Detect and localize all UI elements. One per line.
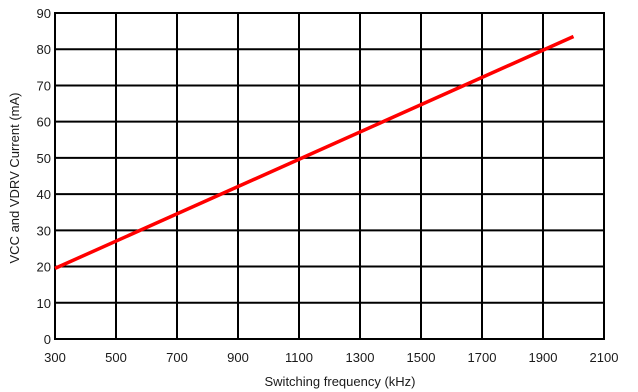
- y-tick-label: 10: [37, 296, 51, 311]
- y-tick-label: 50: [37, 151, 51, 166]
- x-tick-label: 1900: [529, 350, 558, 365]
- y-tick-label: 40: [37, 187, 51, 202]
- y-axis-title: VCC and VDRV Current (mA): [7, 93, 22, 264]
- x-axis-title: Switching frequency (kHz): [265, 374, 416, 389]
- x-tick-label: 900: [227, 350, 249, 365]
- x-tick-label: 300: [44, 350, 66, 365]
- x-tick-label: 1500: [407, 350, 436, 365]
- plot-frame: [54, 12, 605, 340]
- x-tick-label: 2100: [590, 350, 619, 365]
- y-tick-labels: 0 10 20 30 40 50 60 70 80 90: [37, 6, 51, 347]
- grid-lines: [54, 12, 605, 340]
- x-tick-labels: 300 500 700 900 1100 1300 1500 1700 1900 2100: [44, 350, 618, 365]
- x-tick-label: 500: [105, 350, 127, 365]
- y-tick-label: 20: [37, 260, 51, 275]
- y-tick-label: 80: [37, 42, 51, 57]
- x-tick-label: 1700: [468, 350, 497, 365]
- y-tick-label: 70: [37, 78, 51, 93]
- y-tick-label: 90: [37, 6, 51, 21]
- y-tick-label: 0: [44, 332, 51, 347]
- y-tick-label: 30: [37, 223, 51, 238]
- series-line: [54, 34, 575, 270]
- x-tick-label: 1300: [346, 350, 375, 365]
- y-tick-label: 60: [37, 115, 51, 130]
- x-tick-label: 1100: [285, 350, 313, 365]
- series-layer: [54, 34, 575, 270]
- x-tick-label: 700: [166, 350, 188, 365]
